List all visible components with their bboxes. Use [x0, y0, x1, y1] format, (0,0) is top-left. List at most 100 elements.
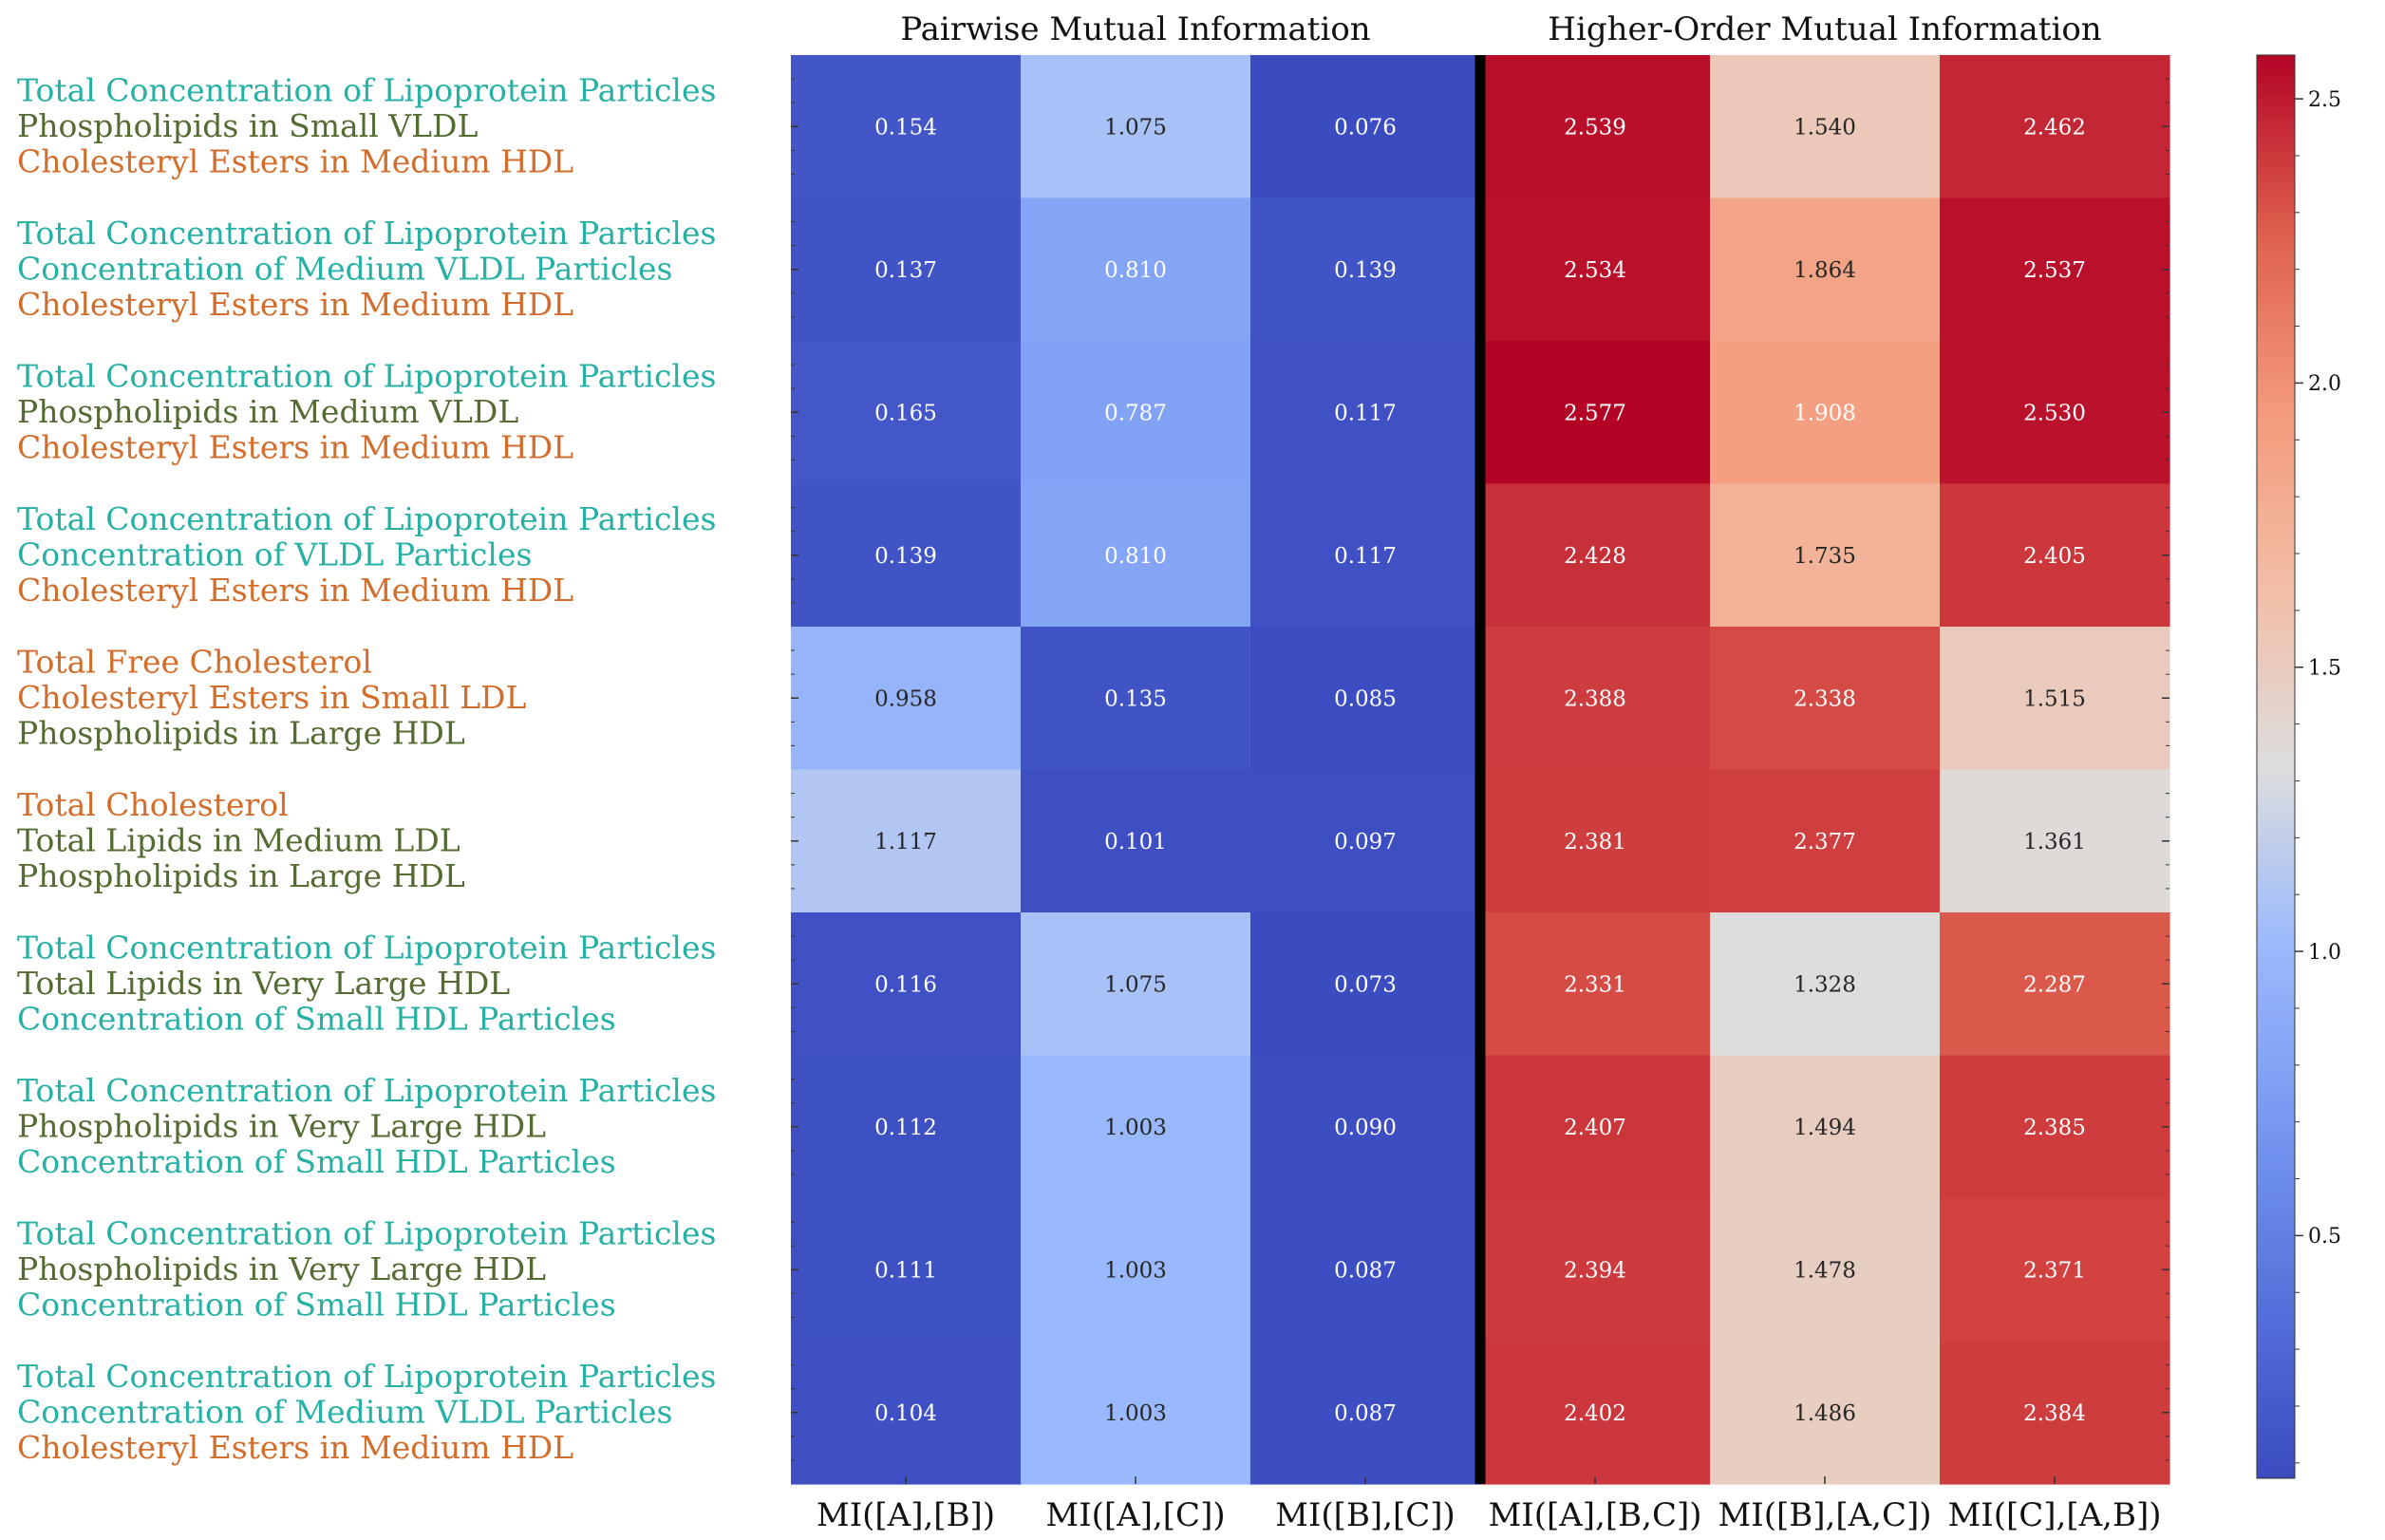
section-titles: Pairwise Mutual Information Higher-Order …: [900, 10, 2101, 48]
heatmap-cell: [1480, 341, 1711, 485]
heatmap-cell: [1710, 1341, 1941, 1485]
heatmap-cell: [1021, 341, 1251, 485]
heatmap-cell: [1710, 341, 1941, 485]
cell-value-label: 0.104: [874, 1401, 937, 1426]
cell-value-label: 2.405: [2023, 544, 2086, 569]
column-label: MI([A],[C]): [1045, 1496, 1225, 1534]
colorbar-tick-label: 1.5: [2308, 656, 2341, 680]
cell-value-label: 2.338: [1793, 686, 1856, 711]
row-label-line: Total Concentration of Lipoprotein Parti…: [17, 1072, 716, 1109]
heatmap-cell: [1940, 197, 2170, 342]
heatmap-cell: [791, 483, 1022, 628]
cell-value-label: 2.287: [2023, 972, 2086, 997]
heatmap-cell: [1250, 483, 1481, 628]
cell-value-label: 0.097: [1334, 830, 1397, 855]
cell-value-label: 1.003: [1104, 1258, 1167, 1283]
heatmap-cell: [1250, 197, 1481, 342]
cell-value-label: 1.515: [2023, 686, 2086, 711]
heatmap-cell: [1480, 769, 1711, 913]
heatmap-cell: [1710, 1055, 1941, 1199]
cell-value-label: 1.478: [1793, 1258, 1856, 1283]
higher-order-section-title: Higher-Order Mutual Information: [1548, 10, 2101, 48]
heatmap-cell: [1250, 1055, 1481, 1199]
column-label: MI([A],[B]): [817, 1496, 995, 1534]
cell-value-label: 0.087: [1334, 1401, 1397, 1426]
heatmap-cell: [1480, 1341, 1711, 1485]
cell-value-label: 1.003: [1104, 1116, 1167, 1140]
heatmap-cell: [1710, 912, 1941, 1057]
heatmap-cell: [1021, 912, 1251, 1057]
cell-value-label: 1.735: [1793, 544, 1856, 569]
pairwise-section-title: Pairwise Mutual Information: [900, 10, 1370, 48]
cell-value-label: 0.139: [874, 544, 937, 569]
heatmap-cells: 0.154 1.075 0.076 2.539 1.540 2.462 0.137 0.810…: [791, 55, 2170, 1485]
colorbar-tick-label: 2.0: [2308, 372, 2341, 396]
cell-value-label: 2.388: [1564, 686, 1626, 711]
heatmap-cell: [1480, 1055, 1711, 1199]
row-label-line: Total Free Cholesterol: [17, 643, 372, 680]
heatmap-cell: [1250, 341, 1481, 485]
heatmap-cell: [1250, 1341, 1481, 1485]
cell-value-label: 1.864: [1793, 258, 1856, 283]
cell-value-label: 1.328: [1793, 972, 1856, 997]
row-label-line: Concentration of Small HDL Particles: [17, 1143, 616, 1180]
row-label-line: Total Lipids in Very Large HDL: [17, 965, 510, 1002]
cell-value-label: 2.537: [2023, 258, 2086, 283]
heatmap-cell: [1250, 627, 1481, 771]
heatmap-cell: [1480, 1198, 1711, 1343]
cell-value-label: 2.534: [1564, 258, 1626, 283]
row-label-line: Concentration of Medium VLDL Particles: [17, 250, 672, 287]
cell-value-label: 0.090: [1334, 1116, 1397, 1140]
cell-value-label: 0.101: [1104, 830, 1167, 855]
heatmap-cell: [1480, 55, 1711, 199]
heatmap-cell: [1940, 483, 2170, 628]
heatmap-cell: [1480, 197, 1711, 342]
colorbar-gradient: [2256, 54, 2296, 1479]
row-label-line: Concentration of Small HDL Particles: [17, 1000, 616, 1037]
cell-value-label: 2.577: [1564, 401, 1626, 425]
heatmap-cell: [791, 1341, 1022, 1485]
heatmap-cell: [1250, 769, 1481, 913]
heatmap-cell: [791, 1198, 1022, 1343]
cell-value-label: 1.494: [1793, 1116, 1856, 1140]
cell-value-label: 1.908: [1793, 401, 1856, 425]
cell-value-label: 0.154: [874, 115, 937, 140]
cell-value-label: 0.076: [1334, 115, 1397, 140]
heatmap-cell: [791, 341, 1022, 485]
cell-value-label: 0.135: [1104, 686, 1167, 711]
heatmap-cell: [1021, 55, 1251, 199]
row-label-line: Phospholipids in Medium VLDL: [17, 393, 518, 430]
heatmap-cell: [1710, 55, 1941, 199]
colorbar-tick-label: 0.5: [2308, 1225, 2341, 1249]
colorbar-tick-label: 2.5: [2308, 88, 2341, 112]
heatmap-cell: [1021, 1055, 1251, 1199]
row-label-line: Cholesteryl Esters in Medium HDL: [17, 1429, 573, 1466]
cell-value-label: 2.402: [1564, 1401, 1626, 1426]
row-label-line: Total Concentration of Lipoprotein Parti…: [17, 357, 716, 394]
cell-value-label: 0.073: [1334, 972, 1397, 997]
heatmap-cell: [1021, 627, 1251, 771]
cell-value-label: 0.117: [1334, 544, 1397, 569]
row-labels: Total Concentration of Lipoprotein Parti…: [17, 71, 716, 1466]
cell-value-label: 2.371: [2023, 1258, 2086, 1283]
heatmap-cell: [1480, 483, 1711, 628]
row-label-line: Total Concentration of Lipoprotein Parti…: [17, 929, 716, 966]
row-label-line: Phospholipids in Small VLDL: [17, 107, 479, 144]
cell-value-label: 1.486: [1793, 1401, 1856, 1426]
cell-value-label: 0.111: [874, 1258, 937, 1283]
section-divider-layer: [1474, 55, 1486, 1484]
cell-value-label: 0.787: [1104, 401, 1167, 425]
cell-value-label: 0.137: [874, 258, 937, 283]
row-ticks: [791, 78, 2169, 1461]
section-divider: [1474, 55, 1486, 1484]
heatmap-cell: [1940, 1055, 2170, 1199]
heatmap-cell: [1021, 483, 1251, 628]
row-label-line: Phospholipids in Large HDL: [17, 714, 465, 751]
heatmap-cell: [791, 769, 1022, 913]
cell-value-label: 1.075: [1104, 115, 1167, 140]
row-label-line: Cholesteryl Esters in Small LDL: [17, 679, 526, 716]
heatmap-cell: [1940, 769, 2170, 913]
heatmap-cell: [1250, 912, 1481, 1057]
cell-value-label: 1.003: [1104, 1401, 1167, 1426]
cell-value-label: 0.165: [874, 401, 937, 425]
